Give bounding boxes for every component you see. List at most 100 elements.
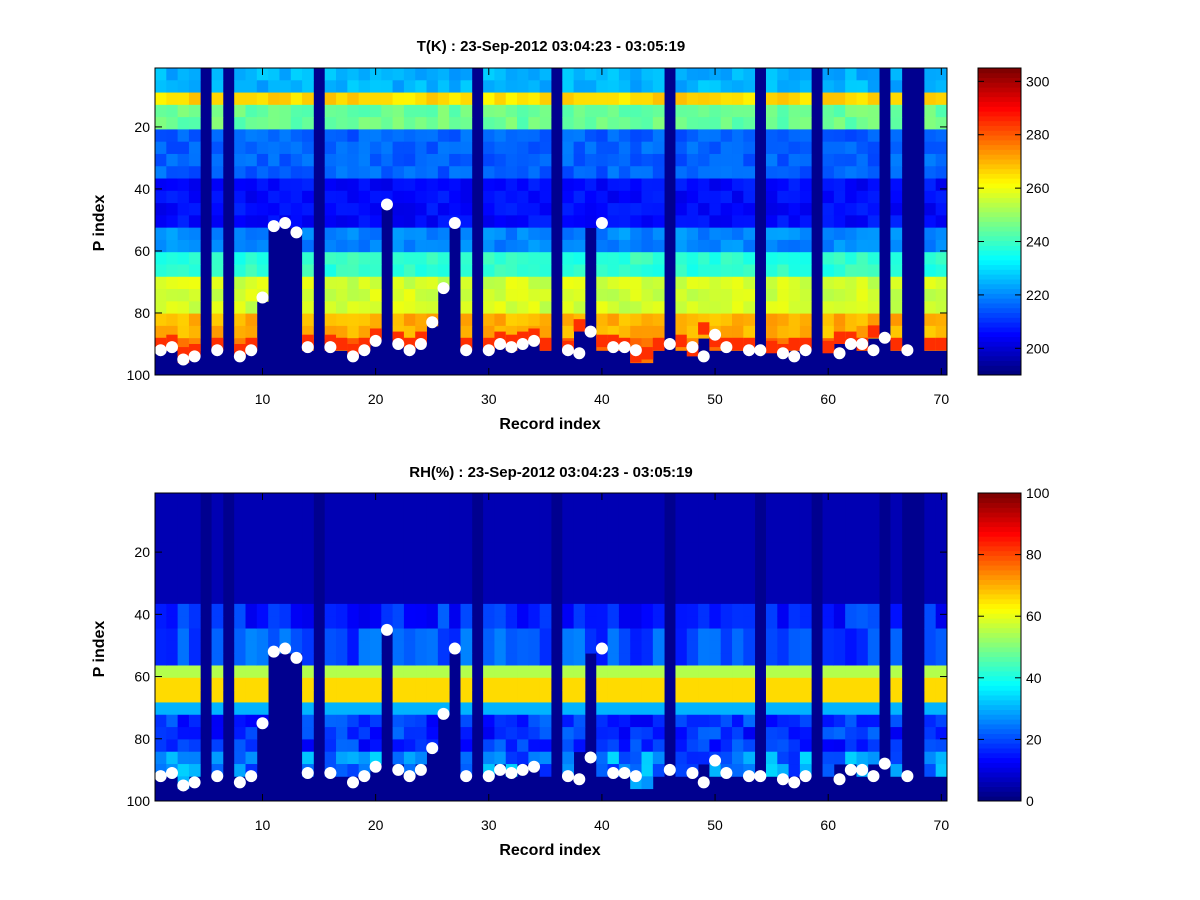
heatmap-cell <box>369 227 382 241</box>
heatmap-cell <box>584 104 597 118</box>
heatmap-cell <box>732 203 744 216</box>
heatmap-cell <box>833 566 846 580</box>
heatmap-cell <box>211 166 224 179</box>
heatmap-cell <box>709 665 722 679</box>
surface-marker <box>437 282 450 295</box>
heatmap-cell <box>437 153 450 167</box>
heatmap-cell <box>720 227 733 241</box>
heatmap-cell <box>358 252 371 265</box>
heatmap-cell <box>562 92 575 106</box>
heatmap-cell <box>324 227 337 241</box>
heatmap-column-44 <box>641 68 654 364</box>
heatmap-cell <box>867 677 880 691</box>
heatmap-column-11 <box>268 493 280 654</box>
surface-marker <box>426 316 439 329</box>
surface-marker <box>301 341 314 354</box>
heatmap-cell <box>652 628 665 642</box>
heatmap-cell <box>347 628 360 642</box>
heatmap-cell <box>245 301 258 314</box>
heatmap-cell <box>765 566 778 580</box>
heatmap-cell <box>290 68 303 81</box>
heatmap-cell <box>483 677 495 691</box>
heatmap-cell <box>743 677 756 691</box>
heatmap-cell <box>392 153 405 167</box>
heatmap-cell <box>584 616 597 629</box>
heatmap-cell <box>867 227 880 241</box>
heatmap-cell <box>856 566 869 580</box>
heatmap-cell <box>765 215 778 229</box>
heatmap-cell <box>483 203 495 216</box>
colorbar-cell <box>978 699 1021 706</box>
heatmap-cell <box>686 542 699 555</box>
heatmap-cell <box>845 104 857 118</box>
heatmap-cell <box>302 129 314 143</box>
heatmap-cell <box>743 104 756 118</box>
heatmap-cell <box>890 579 903 592</box>
heatmap-cell <box>528 276 541 290</box>
heatmap-cell <box>302 252 314 265</box>
heatmap-column-16 <box>324 493 337 777</box>
heatmap-cell <box>562 276 575 290</box>
heatmap-cell <box>596 751 608 765</box>
heatmap-cell <box>369 603 382 617</box>
heatmap-cell <box>743 628 756 642</box>
heatmap-cell <box>573 319 586 332</box>
heatmap-cell <box>256 579 269 592</box>
heatmap-cell <box>935 690 948 703</box>
surface-marker <box>607 341 620 354</box>
heatmap-cell <box>177 104 190 118</box>
heatmap-cell <box>652 616 665 629</box>
heatmap-cell <box>234 665 246 679</box>
heatmap-cell <box>177 751 190 765</box>
heatmap-cell <box>234 690 246 703</box>
heatmap-cell <box>788 579 801 592</box>
heatmap-cell <box>245 92 258 106</box>
heatmap-cell <box>324 493 337 506</box>
heatmap-cell <box>584 117 597 130</box>
heatmap-cell <box>720 325 733 339</box>
heatmap-cell <box>935 739 948 753</box>
heatmap-cell <box>788 640 801 654</box>
heatmap-cell <box>211 739 224 753</box>
heatmap-cell <box>358 239 371 253</box>
heatmap-cell <box>652 92 665 106</box>
heatmap-cell <box>460 554 473 568</box>
heatmap-cell <box>290 104 303 118</box>
heatmap-cell <box>777 566 789 580</box>
heatmap-cell <box>358 166 371 179</box>
heatmap-column-52 <box>732 493 744 777</box>
heatmap-cell <box>890 603 903 617</box>
heatmap-cell <box>732 313 744 327</box>
heatmap-cell <box>166 505 179 519</box>
heatmap-cell <box>720 92 733 106</box>
surface-marker <box>561 344 574 357</box>
heatmap-cell <box>494 566 507 580</box>
heatmap-cell <box>324 751 337 765</box>
heatmap-cell <box>415 529 427 543</box>
heatmap-cell <box>596 178 608 192</box>
heatmap-cell <box>698 227 710 241</box>
heatmap-cell <box>618 190 631 204</box>
heatmap-cell <box>403 68 416 81</box>
heatmap-cell <box>856 80 869 93</box>
heatmap-cell <box>743 702 756 716</box>
heatmap-cell <box>698 215 710 229</box>
heatmap-cell <box>290 129 303 143</box>
heatmap-cell <box>256 104 269 118</box>
heatmap-cell <box>686 677 699 691</box>
heatmap-cell <box>924 337 937 351</box>
colorbar-frame <box>977 67 1022 376</box>
heatmap-cell <box>777 215 789 229</box>
heatmap-cell <box>245 529 258 543</box>
heatmap-cell <box>867 616 880 629</box>
heatmap-cell <box>268 129 280 143</box>
surface-marker <box>482 770 495 783</box>
heatmap-cell <box>426 616 439 629</box>
heatmap-cell <box>211 628 224 642</box>
heatmap-cell <box>245 653 258 666</box>
heatmap-cell <box>777 603 789 617</box>
heatmap-cell <box>517 591 529 605</box>
heatmap-cell <box>709 276 722 290</box>
heatmap-cell <box>347 166 360 179</box>
colorbar-cell <box>978 307 1021 314</box>
